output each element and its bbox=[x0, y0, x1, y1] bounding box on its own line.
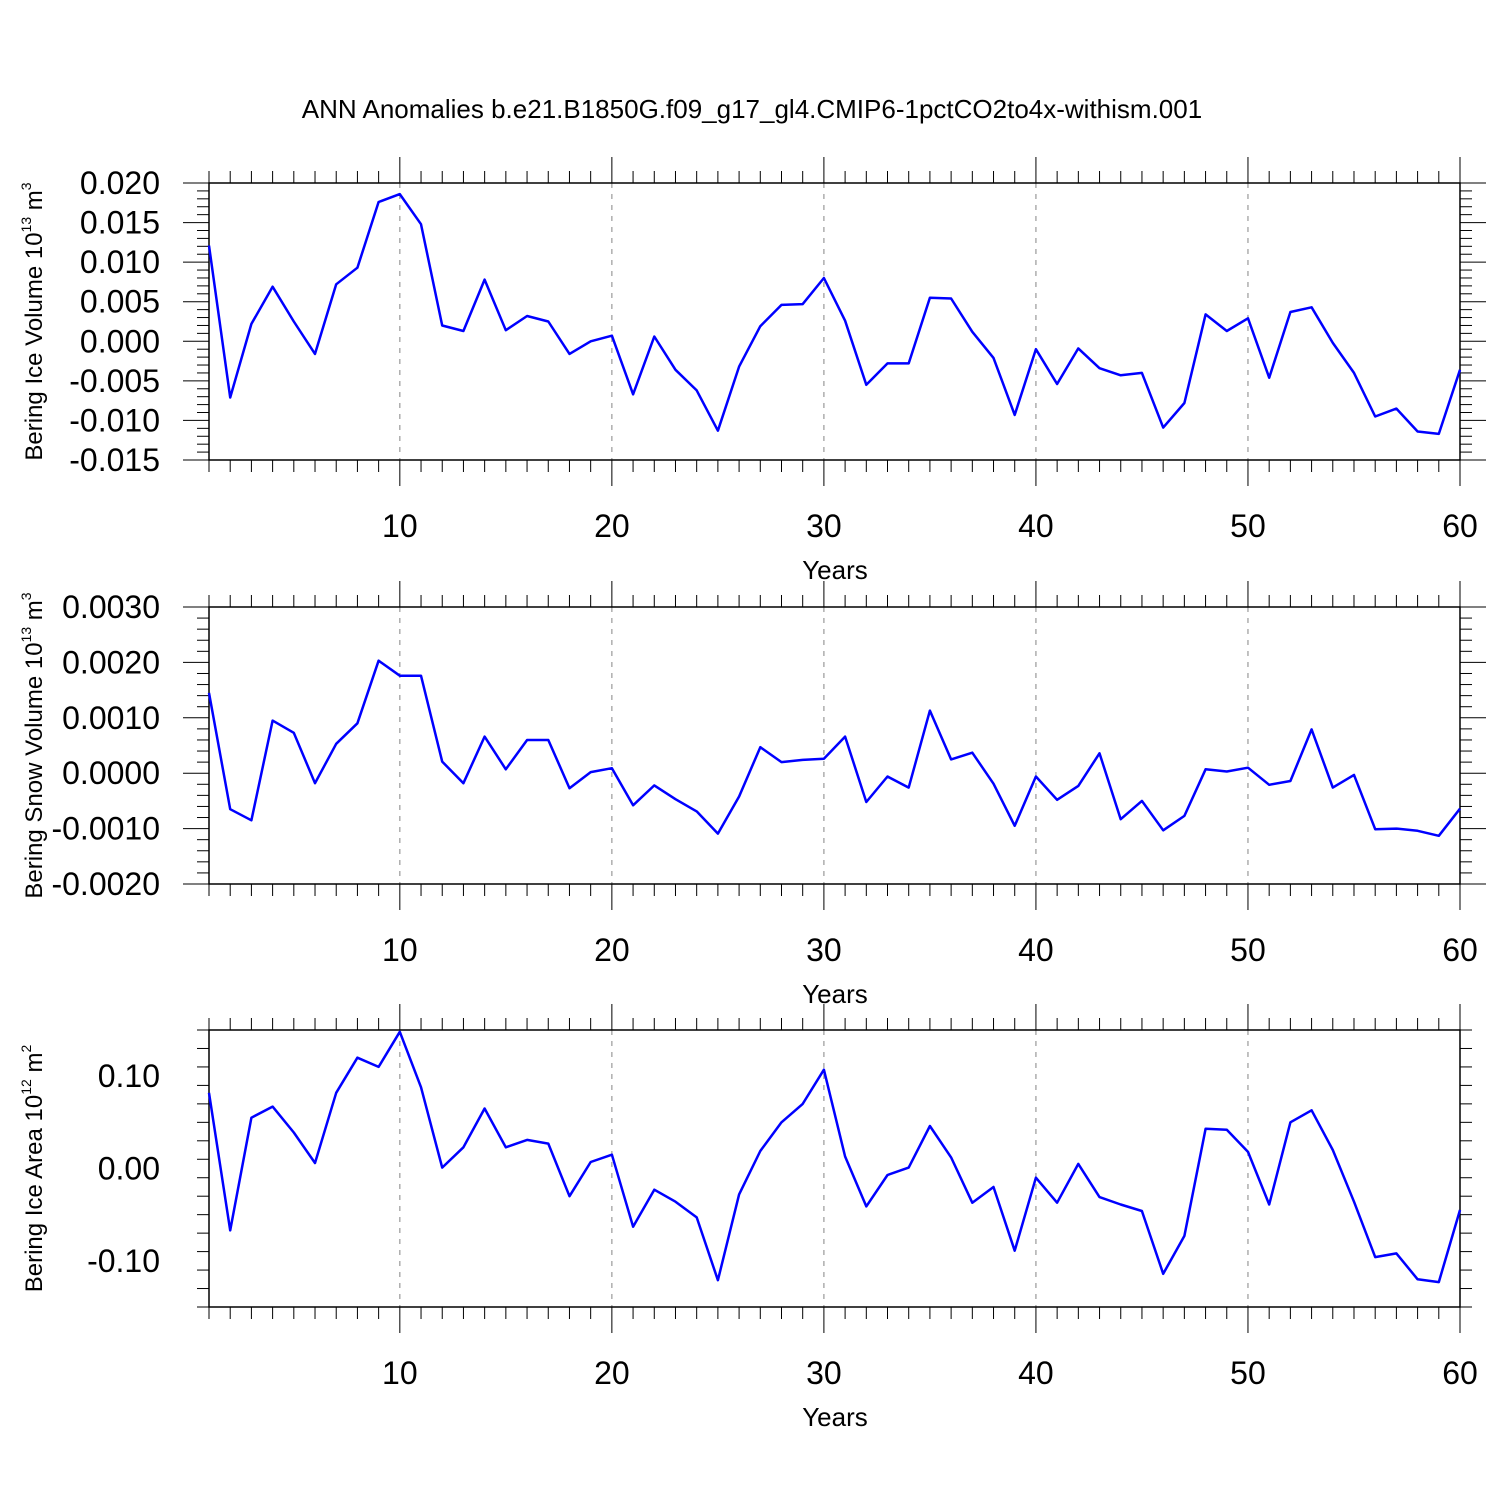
x-tick-label: 40 bbox=[1018, 508, 1054, 544]
panel-2: -0.0020 -0.0010 0.0000 0.0010 0.0020 0.0030 10… bbox=[18, 581, 1486, 1009]
y-tick-label: 0.020 bbox=[80, 165, 160, 201]
plot-frame bbox=[208, 1029, 1461, 1308]
x-tick-label: 30 bbox=[806, 1355, 842, 1391]
y-tick-label: 0.015 bbox=[80, 205, 160, 241]
y-axis-label-unit-exponent: 3 bbox=[18, 182, 34, 190]
x-tick-label: 10 bbox=[382, 932, 418, 968]
y-axis-label-main: Bering Ice Area 10 bbox=[21, 1095, 48, 1292]
x-tick-label: 20 bbox=[594, 932, 630, 968]
x-axis-label: Years bbox=[802, 1402, 868, 1432]
y-tick-label: -0.0020 bbox=[51, 866, 160, 902]
y-tick-label: -0.10 bbox=[87, 1243, 160, 1279]
x-axis-label: Years bbox=[802, 979, 868, 1009]
y-tick-label: 0.00 bbox=[98, 1151, 160, 1187]
x-tick-label: 50 bbox=[1230, 1355, 1266, 1391]
y-axis-label-unit-exponent: 2 bbox=[18, 1045, 34, 1053]
y-tick-label: -0.010 bbox=[69, 402, 160, 438]
y-tick-label: 0.010 bbox=[80, 244, 160, 280]
x-tick-label: 60 bbox=[1442, 932, 1478, 968]
y-axis-label: Bering Ice Area 1012 m2 bbox=[18, 1045, 48, 1293]
series-line bbox=[207, 1030, 1462, 1284]
series-line bbox=[207, 192, 1462, 436]
y-tick-label: 0.0020 bbox=[62, 644, 160, 680]
y-axis-label: Bering Ice Volume 1013 m3 bbox=[18, 182, 48, 460]
y-axis-label-unit: m bbox=[21, 600, 48, 627]
y-tick-label: 0.0000 bbox=[62, 755, 160, 791]
y-tick-label: 0.0030 bbox=[62, 589, 160, 625]
plot-frame bbox=[208, 606, 1461, 885]
y-axis-label-main: Bering Ice Volume 10 bbox=[21, 232, 48, 460]
x-tick-label: 20 bbox=[594, 508, 630, 544]
x-tick-label: 30 bbox=[806, 508, 842, 544]
x-tick-label: 50 bbox=[1230, 932, 1266, 968]
x-tick-label: 20 bbox=[594, 1355, 630, 1391]
y-axis-label-unit-exponent: 3 bbox=[18, 592, 34, 600]
y-tick-label: 0.005 bbox=[80, 284, 160, 320]
y-tick-label: 0.0010 bbox=[62, 700, 160, 736]
y-axis-label-exponent: 13 bbox=[18, 627, 34, 643]
x-tick-label: 60 bbox=[1442, 1355, 1478, 1391]
plot-frame bbox=[208, 182, 1461, 461]
y-axis-label: Bering Snow Volume 1013 m3 bbox=[18, 592, 48, 898]
figure-title: ANN Anomalies b.e21.B1850G.f09_g17_gl4.C… bbox=[302, 94, 1202, 124]
y-axis-label-unit: m bbox=[21, 1053, 48, 1080]
y-axis-label-exponent: 13 bbox=[18, 217, 34, 233]
x-tick-label: 40 bbox=[1018, 1355, 1054, 1391]
y-tick-label: 0.10 bbox=[98, 1058, 160, 1094]
x-tick-label: 60 bbox=[1442, 508, 1478, 544]
x-tick-label: 50 bbox=[1230, 508, 1266, 544]
y-axis-label-unit: m bbox=[21, 190, 48, 217]
x-tick-label: 10 bbox=[382, 508, 418, 544]
y-axis-label-main: Bering Snow Volume 10 bbox=[21, 642, 48, 898]
x-axis-label: Years bbox=[802, 555, 868, 585]
x-tick-label: 30 bbox=[806, 932, 842, 968]
y-tick-label: 0.000 bbox=[80, 323, 160, 359]
x-tick-label: 40 bbox=[1018, 932, 1054, 968]
y-tick-label: -0.005 bbox=[69, 363, 160, 399]
y-axis-label-exponent: 12 bbox=[18, 1079, 34, 1095]
x-tick-label: 10 bbox=[382, 1355, 418, 1391]
y-tick-label: -0.0010 bbox=[51, 811, 160, 847]
y-tick-label: -0.015 bbox=[69, 442, 160, 478]
series-line bbox=[207, 659, 1461, 838]
panel-3: -0.10 0.00 0.10 10 20 30 40 50 60 Years Bering Ice… bbox=[18, 1004, 1478, 1432]
